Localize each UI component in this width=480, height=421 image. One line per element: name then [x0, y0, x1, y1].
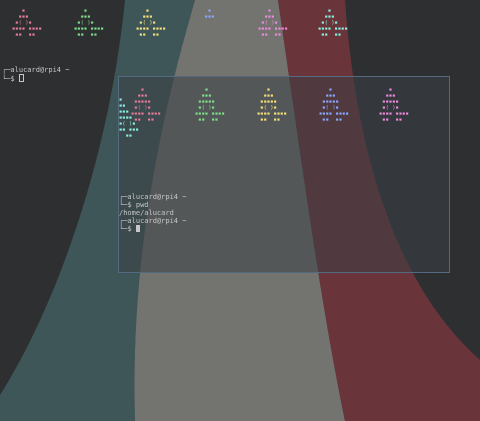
edge-invader-row: ▪▪	[119, 103, 126, 109]
bg-invader-row: ▪( )▪	[136, 20, 160, 26]
bg-invader: ▪ ▪▪▪ ▪( )▪ ▪▪▪▪ ▪▪▪▪ ▪▪ ▪▪	[74, 8, 104, 38]
fg-invader: ▪ ▪▪▪ ▪▪▪▪▪ ▪( )▪ ▪▪▪▪ ▪▪▪▪ ▪▪ ▪▪	[195, 87, 225, 123]
fg-invader-row: ▪▪▪▪ ▪▪▪▪	[319, 111, 349, 117]
bg-invader: ▪ ▪▪▪ ▪( )▪ ▪▪▪▪ ▪▪▪▪ ▪▪ ▪▪	[258, 8, 288, 38]
bg-invader-row: ▪▪▪▪ ▪▪▪▪	[258, 26, 288, 32]
fg-invader-row: ▪	[319, 87, 343, 93]
bg-invader-row: ▪▪▪	[12, 14, 36, 20]
fg-invader-row: ▪	[195, 87, 219, 93]
fg-invader-row: ▪▪ ▪▪	[319, 117, 346, 123]
bg-invader-row: ▪( )▪	[258, 20, 282, 26]
edge-invader-row: ▪( )▪	[119, 121, 136, 127]
fg-output-line: /home/alucard	[119, 209, 174, 217]
fg-invader-row: ▪▪▪	[319, 93, 343, 99]
fg-invader-row: ▪▪▪▪▪	[195, 99, 219, 105]
edge-invader-row: ▪▪	[119, 133, 133, 139]
fg-invader-row: ▪( )▪	[319, 105, 343, 111]
bg-prompt-line2: └─$	[2, 74, 24, 83]
terminal-output: ┌─alucard@rpi4 ~ └─$ pwd /home/alucard ┌…	[119, 193, 186, 233]
edge-invader-row: ▪▪▪▪	[119, 115, 133, 121]
edge-invader-row: ▪	[119, 97, 123, 103]
fg-invader-row: ▪	[131, 87, 155, 93]
bg-invader-row: ▪▪ ▪▪	[74, 32, 101, 38]
fg-invader-row: ▪( )▪	[257, 105, 281, 111]
fg-invader-row: ▪( )▪	[195, 105, 219, 111]
bg-invader-row: ▪	[74, 8, 98, 14]
bg-invader-row: ▪▪▪	[198, 14, 222, 20]
fg-invader-row: ▪▪▪▪ ▪▪▪▪	[195, 111, 225, 117]
bg-invader-row: ▪▪ ▪▪	[12, 32, 39, 38]
bg-invader-row: ▪▪▪▪ ▪▪▪▪	[12, 26, 42, 32]
fg-invader-row: ▪( )▪	[379, 105, 403, 111]
fg-invader-row: ▪▪▪	[257, 93, 281, 99]
fg-invader-row: ▪▪▪▪▪	[131, 99, 155, 105]
fg-invader-row: ▪▪▪▪ ▪▪▪▪	[131, 111, 161, 117]
foreground-terminal-window[interactable]: ▪ ▪▪▪ ▪▪▪▪▪ ▪( )▪ ▪▪▪▪ ▪▪▪▪ ▪▪ ▪▪ ▪ ▪▪▪ …	[118, 76, 450, 273]
fg-invader-row: ▪▪▪▪ ▪▪▪▪	[379, 111, 409, 117]
fg-invader: ▪ ▪▪▪ ▪▪▪▪▪ ▪( )▪ ▪▪▪▪ ▪▪▪▪ ▪▪ ▪▪	[131, 87, 161, 123]
bg-invader-row	[198, 32, 228, 38]
bg-invader-row: ▪( )▪	[318, 20, 342, 26]
fg-invader-row: ▪▪▪▪▪	[319, 99, 343, 105]
bg-invader-row: ▪	[318, 8, 342, 14]
bg-invader-row: ▪▪▪▪ ▪▪▪▪	[74, 26, 104, 32]
fg-invader-row: ▪▪▪	[195, 93, 219, 99]
bg-invader-row: ▪▪▪	[258, 14, 282, 20]
edge-invader-row: ▪▪ ▪▪▪	[119, 127, 139, 133]
bg-invader-row: ▪( )▪	[74, 20, 98, 26]
bg-invader-row: ▪▪▪▪ ▪▪▪▪	[136, 26, 166, 32]
fg-invader-row: ▪( )▪	[131, 105, 155, 111]
fg-invader-row: ▪	[257, 87, 281, 93]
fg-invader-row: ▪▪ ▪▪	[257, 117, 284, 123]
fg-prompt-line2: ┌─alucard@rpi4 ~	[119, 217, 187, 225]
bg-invader: ▪ ▪▪▪	[198, 8, 228, 38]
bg-invader-row: ▪	[198, 8, 222, 14]
fg-invader: ▪ ▪▪▪ ▪▪▪▪▪ ▪( )▪ ▪▪▪▪ ▪▪▪▪ ▪▪ ▪▪	[319, 87, 349, 123]
fg-invader-row: ▪▪ ▪▪	[379, 117, 406, 123]
fg-invader: ▪ ▪▪▪ ▪▪▪▪▪ ▪( )▪ ▪▪▪▪ ▪▪▪▪ ▪▪ ▪▪	[257, 87, 287, 123]
bg-invader-row: ▪▪ ▪▪	[136, 32, 163, 38]
fg-invader-row: ▪	[379, 87, 403, 93]
bg-invader: ▪ ▪▪▪ ▪( )▪ ▪▪▪▪ ▪▪▪▪ ▪▪ ▪▪	[12, 8, 42, 38]
fg-invader-row: ▪▪▪	[379, 93, 403, 99]
bg-invader: ▪ ▪▪▪ ▪( )▪ ▪▪▪▪ ▪▪▪▪ ▪▪ ▪▪	[318, 8, 348, 38]
bg-invader-row: ▪▪ ▪▪	[258, 32, 285, 38]
fg-prompt-symbol: └─$	[119, 225, 136, 233]
bg-invader-row: ▪( )▪	[12, 20, 36, 26]
fg-invader-row: ▪▪▪	[131, 93, 155, 99]
fg-invader: ▪ ▪▪▪ ▪▪▪▪▪ ▪( )▪ ▪▪▪▪ ▪▪▪▪ ▪▪ ▪▪	[379, 87, 409, 123]
bg-prompt-symbol: └─$	[2, 75, 19, 83]
bg-prompt-line1: ┌─alucard@rpi4 ~	[2, 66, 70, 74]
fg-invader-row: ▪▪▪▪▪	[257, 99, 281, 105]
fg-invader-row: ▪▪ ▪▪	[195, 117, 222, 123]
bg-cursor	[18, 74, 24, 82]
fg-invader-row: ▪▪▪▪▪	[379, 99, 403, 105]
bg-invader-row: ▪▪▪	[318, 14, 342, 20]
fg-cursor	[135, 225, 140, 232]
edge-invader: ▪ ▪▪ ▪▪▪ ▪▪▪▪ ▪( )▪ ▪▪ ▪▪▪ ▪▪	[119, 97, 139, 139]
bg-invader-row: ▪▪ ▪▪	[318, 32, 345, 38]
bg-invader-row: ▪▪▪▪ ▪▪▪▪	[318, 26, 348, 32]
fg-invader-row: ▪▪▪▪ ▪▪▪▪	[257, 111, 287, 117]
fg-invader-row: ▪▪ ▪▪	[131, 117, 158, 123]
fg-prompt-line1: ┌─alucard@rpi4 ~	[119, 193, 187, 201]
bg-invader-row: ▪	[12, 8, 36, 14]
fg-active-prompt[interactable]: └─$	[119, 225, 186, 233]
bg-invader: ▪ ▪▪▪ ▪( )▪ ▪▪▪▪ ▪▪▪▪ ▪▪ ▪▪	[136, 8, 166, 38]
bg-invader-row: ▪	[258, 8, 282, 14]
bg-invader-row: ▪▪▪	[74, 14, 98, 20]
bg-invader-row: ▪	[136, 8, 160, 14]
bg-invader-row: ▪▪▪	[136, 14, 160, 20]
edge-invader-row: ▪▪▪	[119, 109, 129, 115]
fg-command-line: └─$ pwd	[119, 201, 149, 209]
